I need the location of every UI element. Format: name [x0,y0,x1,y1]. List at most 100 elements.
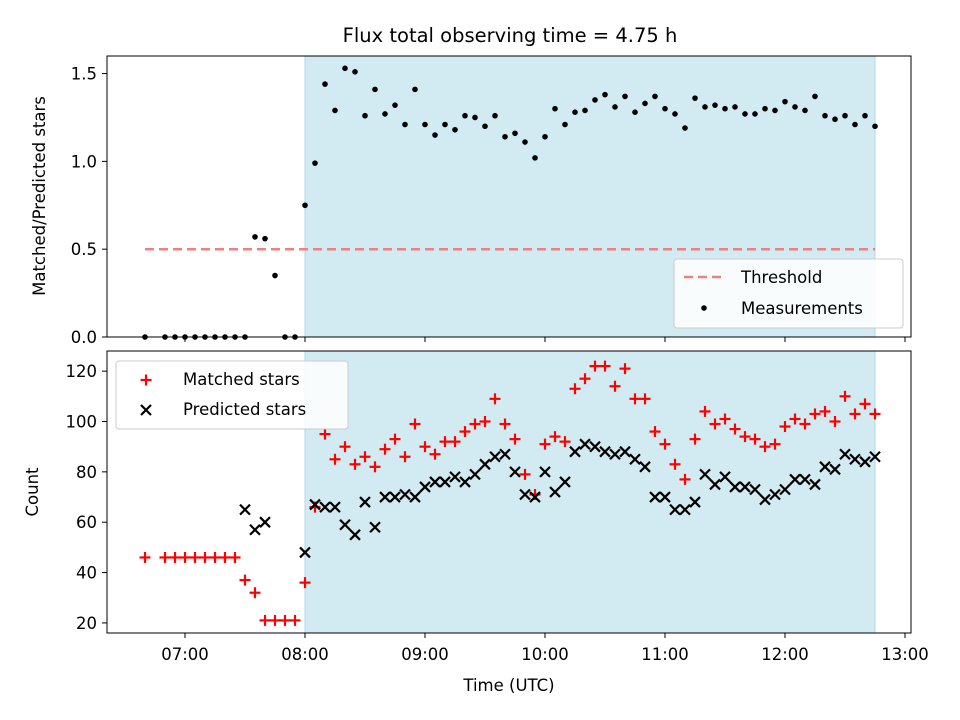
measurement-point [462,112,468,119]
count-ytick-label: 60 [76,513,97,532]
count-ytick-label: 40 [76,564,97,583]
predicted-star-point [689,496,701,508]
matched-star-point [489,393,501,405]
matched-star-point [559,436,571,448]
predicted-star-point [309,498,321,511]
matched-star-point [279,614,291,626]
matched-star-point [249,587,261,599]
predicted-star-point [679,503,691,516]
matched-star-point [709,418,721,430]
measurement-point [542,133,548,140]
predicted-legend-label: Predicted stars [183,400,306,419]
measurement-point [382,111,388,117]
predicted-star-point [359,496,371,508]
ratio-panel: 0.0 0.5 1.0 1.5 Matched/Predicted stars Thr… [30,55,912,347]
measurement-point [602,91,608,98]
count-ytick-label: 120 [66,362,98,381]
matched-star-point [479,416,491,427]
measurement-point [642,100,648,107]
predicted-star-point [799,473,811,486]
predicted-star-point [659,491,671,503]
matched-star-point [229,551,241,563]
measurement-point [332,107,338,114]
measurement-point [832,116,838,123]
figure-title: Flux total observing time = 4.75 h [343,24,678,47]
matched-legend-label: Matched stars [183,370,300,389]
predicted-star-point [439,476,451,488]
matched-star-point [389,433,401,445]
matched-star-point [429,448,441,460]
measurement-point [692,95,698,101]
predicted-star-point [559,476,571,488]
count-xtick-label: 13:00 [881,645,929,664]
matched-star-point [519,468,531,480]
ratio-ytick-label: 1.0 [71,152,97,171]
matched-star-point [819,405,831,417]
measurement-point [822,112,828,119]
matched-star-point [829,416,841,427]
measurement-point [262,235,268,242]
matched-star-point [609,380,621,392]
matched-star-point [629,393,641,405]
predicted-star-point [399,488,411,501]
matched-star-point [839,390,851,402]
matched-star-point [549,431,561,443]
ratio-legend: Threshold Measurements [673,258,904,329]
count-shaded-span [304,350,876,634]
matched-star-point [619,363,631,375]
matched-star-point [749,433,761,445]
matched-star-point [569,383,581,395]
measurements-legend-label: Measurements [741,299,863,318]
predicted-star-point [549,486,561,498]
predicted-legend-marker [140,404,152,416]
x-axis-label: Time (UTC) [462,676,554,695]
predicted-star-point [859,456,871,468]
predicted-star-point [369,521,381,534]
measurement-point [472,114,478,121]
matched-star-point [289,614,301,626]
measurement-point [352,69,358,75]
matched-star-point [169,551,181,563]
count-ytick-label: 100 [66,413,98,432]
predicted-star-point [569,445,581,458]
matched-star-point [369,461,381,473]
matched-star-point [729,423,741,435]
count-xtick-label: 09:00 [401,645,449,664]
count-panel: 20 40 60 80 100 120 07:00 08:00 09:00 10:00 11:00… [23,350,929,695]
matched-star-point [349,458,361,470]
measurement-point [712,102,718,108]
predicted-star-point [389,491,401,503]
measurement-point [792,104,798,110]
predicted-star-point [239,503,251,516]
measurement-point [622,93,628,100]
matched-star-point [259,614,271,626]
matched-star-point [399,451,411,463]
predicted-star-point [729,481,741,493]
predicted-star-point [509,466,521,478]
count-xtick-label: 10:00 [521,645,569,664]
predicted-star-point [299,546,311,559]
measurement-point [372,86,378,93]
predicted-star-point [609,448,621,461]
ratio-ytick-label: 0.0 [71,328,97,347]
measurement-point [522,139,528,145]
predicted-star-point [329,501,341,513]
matched-star-point [329,453,341,465]
measurement-point [782,98,788,105]
predicted-star-point [429,476,441,488]
matched-star-point [439,436,451,448]
measurement-point [762,105,768,112]
measurement-point [572,109,578,115]
predicted-star-point [319,501,331,513]
measurement-point [422,121,428,128]
measurement-point [302,202,308,209]
matched-star-point [419,441,431,453]
measurement-point [732,104,738,110]
matched-star-point [589,360,601,372]
matched-star-point [209,551,221,563]
measurement-point [872,123,878,130]
predicted-star-point [539,466,551,478]
predicted-star-point [839,448,851,461]
ratio-plot-frame [106,55,912,338]
